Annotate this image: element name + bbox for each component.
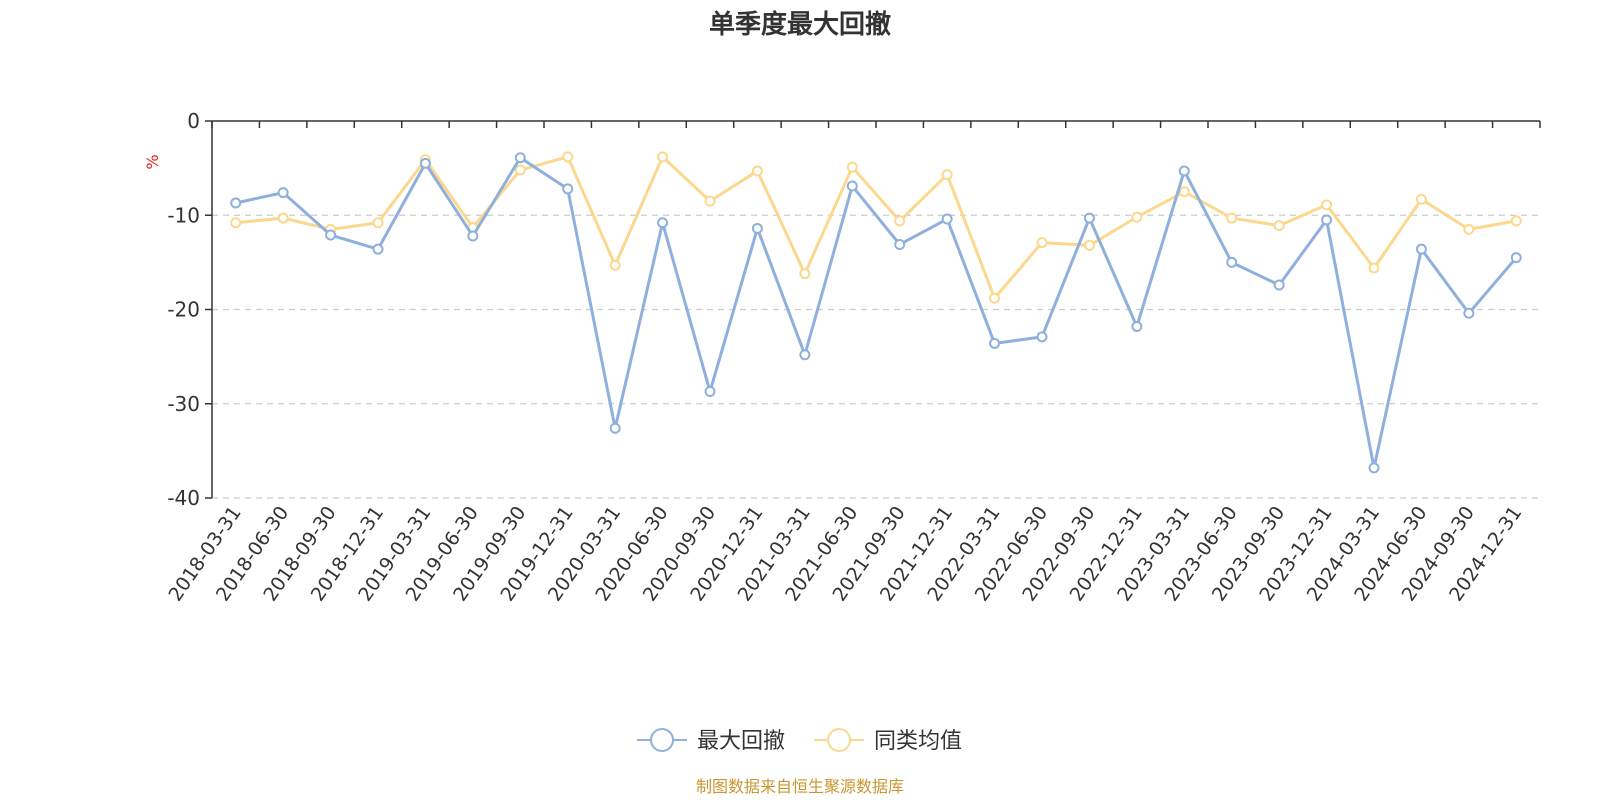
data-point[interactable] bbox=[1273, 220, 1285, 232]
data-point[interactable] bbox=[751, 165, 763, 177]
data-point[interactable] bbox=[894, 238, 906, 250]
y-tick-label: -40 bbox=[167, 486, 200, 510]
data-point[interactable] bbox=[1510, 252, 1522, 264]
data-point[interactable] bbox=[514, 164, 526, 176]
data-point[interactable] bbox=[1368, 462, 1380, 474]
data-point[interactable] bbox=[514, 152, 526, 164]
data-point[interactable] bbox=[562, 183, 574, 195]
data-point[interactable] bbox=[799, 349, 811, 361]
data-point[interactable] bbox=[1226, 256, 1238, 268]
data-point[interactable] bbox=[230, 197, 242, 209]
chart-title: 单季度最大回撤 bbox=[709, 9, 891, 40]
data-point[interactable] bbox=[1368, 262, 1380, 274]
source-note: 制图数据来自恒生聚源数据库 bbox=[696, 777, 904, 796]
data-point[interactable] bbox=[1415, 193, 1427, 205]
legend-circle-icon bbox=[650, 728, 674, 752]
x-axis-ticks: 2018-03-312018-06-302018-09-302018-12-31… bbox=[164, 502, 1526, 605]
legend[interactable]: 最大回撤 同类均值 bbox=[637, 728, 962, 754]
data-point[interactable] bbox=[372, 243, 384, 255]
y-axis-ticks: 0 -10 -20 -30 -40 bbox=[167, 109, 212, 510]
y-tick-label: -20 bbox=[167, 298, 200, 322]
data-point[interactable] bbox=[277, 212, 289, 224]
data-point[interactable] bbox=[894, 215, 906, 227]
grid-lines bbox=[212, 214, 1540, 499]
data-point[interactable] bbox=[1083, 212, 1095, 224]
data-point[interactable] bbox=[609, 422, 621, 434]
data-point[interactable] bbox=[609, 259, 621, 271]
data-point[interactable] bbox=[657, 217, 669, 229]
legend-item-0[interactable]: 最大回撤 bbox=[637, 728, 785, 754]
data-point[interactable] bbox=[467, 230, 479, 242]
series-line bbox=[235, 155, 1517, 300]
data-point[interactable] bbox=[1415, 243, 1427, 255]
data-point[interactable] bbox=[704, 195, 716, 207]
data-point[interactable] bbox=[846, 180, 858, 192]
legend-label: 同类均值 bbox=[874, 729, 962, 754]
data-point[interactable] bbox=[941, 169, 953, 181]
y-axis-unit: % bbox=[143, 154, 162, 169]
series-line bbox=[235, 156, 1518, 470]
data-point[interactable] bbox=[1131, 211, 1143, 223]
data-point[interactable] bbox=[657, 151, 669, 163]
data-point[interactable] bbox=[1463, 307, 1475, 319]
data-point[interactable] bbox=[1178, 165, 1190, 177]
data-point[interactable] bbox=[1463, 223, 1475, 235]
data-point[interactable] bbox=[277, 187, 289, 199]
data-point[interactable] bbox=[562, 151, 574, 163]
data-point[interactable] bbox=[1321, 214, 1333, 226]
data-point[interactable] bbox=[846, 161, 858, 173]
data-point[interactable] bbox=[325, 229, 337, 241]
data-point[interactable] bbox=[1131, 320, 1143, 332]
data-point[interactable] bbox=[230, 217, 242, 229]
data-point[interactable] bbox=[372, 217, 384, 229]
data-point[interactable] bbox=[989, 337, 1001, 349]
data-point[interactable] bbox=[1083, 239, 1095, 251]
data-point[interactable] bbox=[989, 292, 1001, 304]
data-point[interactable] bbox=[1226, 212, 1238, 224]
y-tick-label: -30 bbox=[167, 392, 200, 416]
series-group bbox=[230, 151, 1522, 474]
data-point[interactable] bbox=[1036, 237, 1048, 249]
legend-item-1[interactable]: 同类均值 bbox=[814, 728, 962, 754]
data-point[interactable] bbox=[1510, 215, 1522, 227]
data-point[interactable] bbox=[799, 268, 811, 280]
data-point[interactable] bbox=[1321, 199, 1333, 211]
data-point[interactable] bbox=[941, 213, 953, 225]
data-point[interactable] bbox=[419, 157, 431, 169]
data-point[interactable] bbox=[1036, 331, 1048, 343]
y-tick-label: -10 bbox=[167, 203, 200, 227]
y-tick-label: 0 bbox=[187, 109, 200, 133]
series-0 bbox=[230, 152, 1522, 474]
data-point[interactable] bbox=[1273, 279, 1285, 291]
data-point[interactable] bbox=[751, 222, 763, 234]
data-point[interactable] bbox=[1178, 186, 1190, 198]
data-point[interactable] bbox=[704, 385, 716, 397]
legend-circle-icon bbox=[827, 728, 851, 752]
legend-label: 最大回撤 bbox=[697, 729, 785, 754]
